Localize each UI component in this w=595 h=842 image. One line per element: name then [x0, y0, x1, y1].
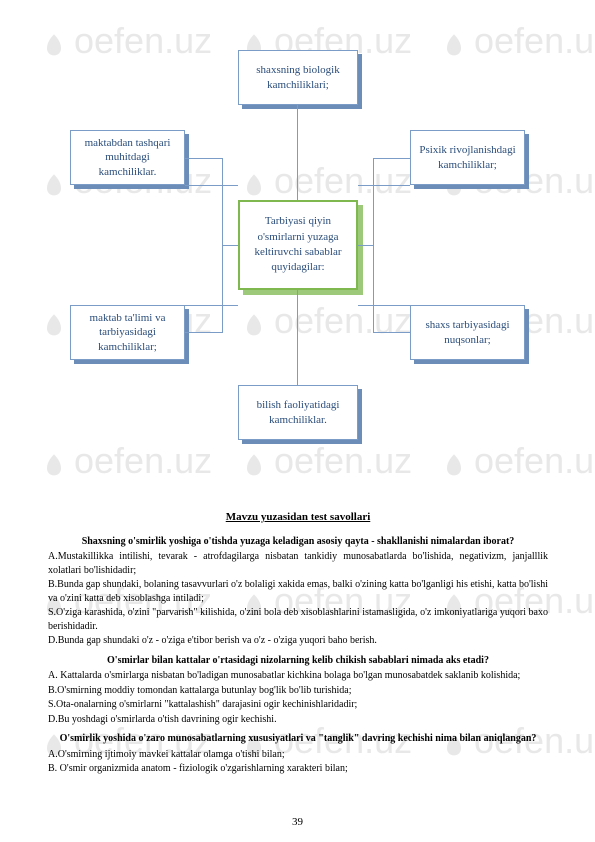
- question-1: Shaxsning o'smirlik yoshiga o'tishda yuz…: [48, 535, 548, 549]
- diagram-node: Psixik rivojlanishdagi kamchiliklar;: [410, 130, 525, 185]
- section-title: Mavzu yuzasidan test savollari: [48, 510, 548, 525]
- connector-line: [358, 185, 410, 186]
- text-content: Mavzu yuzasidan test savollari Shaxsning…: [48, 510, 548, 777]
- diagram-node: shaxsning biologik kamchiliklari;: [238, 50, 358, 105]
- q2-option-d: D.Bu yoshdagi o'smirlarda o'tish davrini…: [48, 713, 548, 727]
- connector-line: [373, 332, 410, 333]
- connector-line: [185, 158, 222, 159]
- q2-option-b: B.O'smirning moddiy tomondan kattalarga …: [48, 684, 548, 698]
- connector-line: [223, 245, 238, 246]
- q1-option-s: S.O'ziga karashida, o'zini "parvarish" k…: [48, 606, 548, 633]
- diagram-node: maktab ta'limi va tarbiyasidagi kamchili…: [70, 305, 185, 360]
- q1-option-b: B.Bunda gap shundaki, bolaning tasavvurl…: [48, 578, 548, 605]
- q3-option-a: A.O'smirning ijtimoiy mavkei kattalar ol…: [48, 748, 548, 762]
- diagram-node: maktabdan tashqari muhitdagi kamchilikla…: [70, 130, 185, 185]
- connector-line: [373, 158, 374, 333]
- question-2: O'smirlar bilan kattalar o'rtasidagi niz…: [48, 654, 548, 668]
- connector-line: [297, 105, 298, 200]
- connector-line: [297, 290, 298, 385]
- concept-diagram: shaxsning biologik kamchiliklari; Psixik …: [60, 30, 535, 490]
- diagram-node: bilish faoliyatidagi kamchiliklar.: [238, 385, 358, 440]
- connector-line: [185, 185, 238, 186]
- connector-line: [185, 332, 222, 333]
- connector-line: [222, 158, 223, 333]
- diagram-node: shaxs tarbiyasidagi nuqsonlar;: [410, 305, 525, 360]
- page-number: 39: [0, 816, 595, 828]
- connector-line: [358, 245, 373, 246]
- q1-option-d: D.Bunda gap shundaki o'z - o'ziga e'tibo…: [48, 634, 548, 648]
- connector-line: [185, 305, 238, 306]
- q3-option-b: B. O'smir organizmida anatom - fiziologi…: [48, 762, 548, 776]
- connector-line: [358, 305, 410, 306]
- q2-option-s: S.Ota-onalarning o'smirlarni "kattalashi…: [48, 698, 548, 712]
- center-node: Tarbiyasi qiyin o'smirlarni yuzaga kelti…: [238, 200, 358, 290]
- q2-option-a: A. Kattalarda o'smirlarga nisbatan bo'la…: [48, 669, 548, 683]
- question-3: O'smirlik yoshida o'zaro munosabatlarnin…: [48, 732, 548, 746]
- q1-option-a: A.Mustakillikka intilishi, tevarak - atr…: [48, 550, 548, 577]
- connector-line: [373, 158, 410, 159]
